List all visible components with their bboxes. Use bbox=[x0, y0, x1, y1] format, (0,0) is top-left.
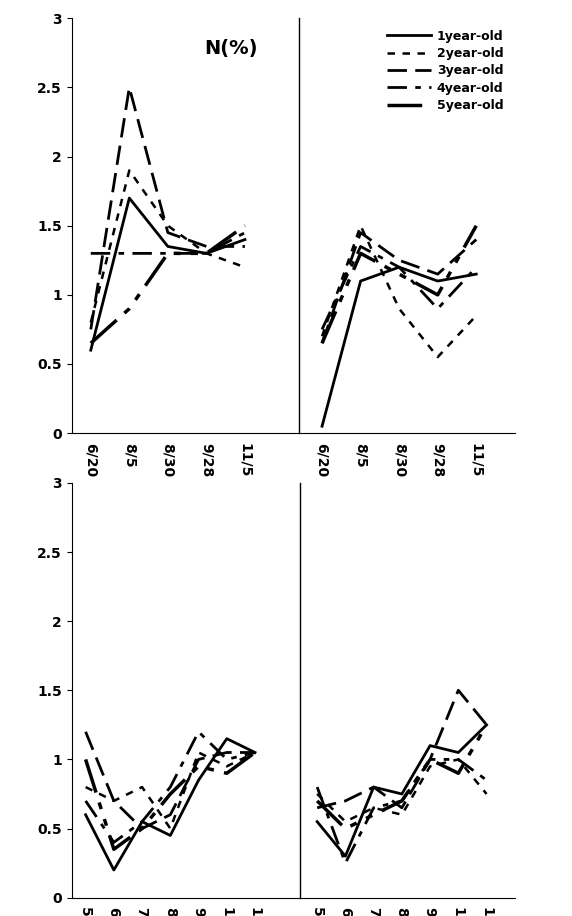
Text: N(%): N(%) bbox=[204, 39, 258, 58]
Line: 5year-old: 5year-old bbox=[91, 225, 245, 344]
Line: 3year-old: 3year-old bbox=[91, 87, 245, 330]
2year-old bbox=[126, 165, 133, 176]
1year-old bbox=[241, 234, 248, 245]
2year-old bbox=[203, 248, 210, 259]
3year-old bbox=[241, 241, 248, 252]
3year-old bbox=[164, 227, 171, 238]
1year-old bbox=[88, 344, 94, 355]
4year-old bbox=[203, 248, 210, 259]
5year-old bbox=[203, 248, 210, 259]
Text: Upland: Upland bbox=[366, 496, 432, 514]
2year-old bbox=[241, 262, 248, 273]
1year-old bbox=[164, 241, 171, 252]
3year-old bbox=[88, 324, 94, 335]
4year-old bbox=[126, 248, 133, 259]
Text: Paddy: Paddy bbox=[139, 496, 197, 514]
Line: 1year-old: 1year-old bbox=[91, 198, 245, 350]
1year-old bbox=[203, 248, 210, 259]
4year-old bbox=[164, 248, 171, 259]
Text: 2011: 2011 bbox=[268, 537, 318, 555]
5year-old bbox=[241, 220, 248, 231]
2year-old bbox=[88, 317, 94, 328]
3year-old bbox=[203, 241, 210, 252]
3year-old bbox=[126, 82, 133, 93]
4year-old bbox=[88, 248, 94, 259]
5year-old bbox=[164, 248, 171, 259]
5year-old bbox=[126, 303, 133, 314]
Legend: 1year-old, 2year-old, 3year-old, 4year-old, 5year-old: 1year-old, 2year-old, 3year-old, 4year-o… bbox=[382, 25, 509, 117]
4year-old bbox=[241, 227, 248, 238]
Line: 2year-old: 2year-old bbox=[91, 170, 245, 322]
1year-old bbox=[126, 192, 133, 203]
2year-old bbox=[164, 220, 171, 231]
5year-old bbox=[88, 338, 94, 349]
Line: 4year-old: 4year-old bbox=[91, 233, 245, 254]
